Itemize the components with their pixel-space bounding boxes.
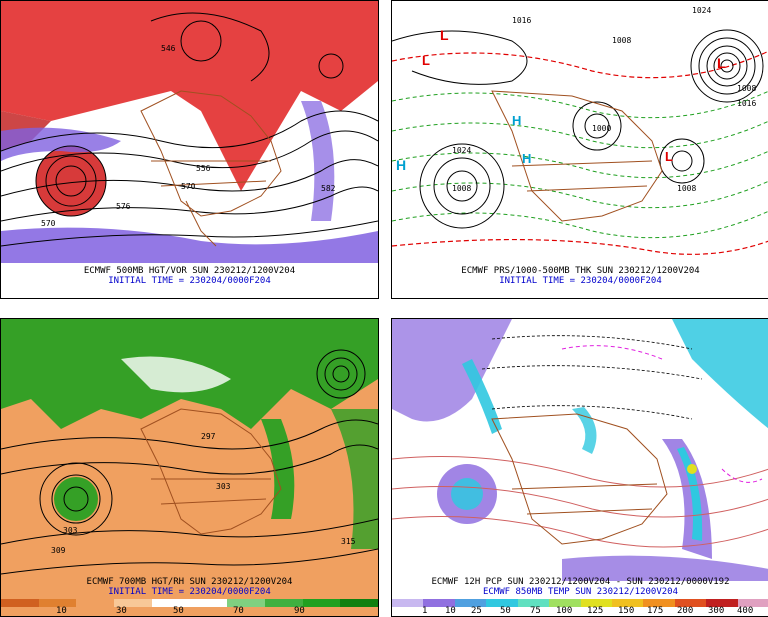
high-pressure-marker: H — [396, 157, 407, 173]
isobar-label: 1008 — [612, 36, 631, 45]
map-pressure: 1016 1008 1024 1008 1000 1008 1008 1016 … — [392, 1, 768, 298]
negative-vorticity-east — [301, 101, 335, 221]
low-pressure-marker: L — [422, 53, 430, 68]
isobar-label: 1016 — [737, 99, 756, 108]
colorbar-tick: 50 — [173, 606, 184, 616]
map-700mb: 303 309 303 297 315 — [1, 319, 378, 616]
vorticity-shading-north — [1, 1, 378, 191]
precip-gulf — [572, 407, 597, 454]
colorbar-tick: 200 — [677, 606, 694, 616]
high-pressure-marker: H — [522, 151, 532, 166]
colorbar-tick: 25 — [471, 606, 482, 616]
caption-title: ECMWF PRS/1000-500MB THK SUN 230212/1200… — [461, 266, 700, 276]
colorbar-tick: 400 — [737, 606, 754, 616]
contour-label: 303 — [63, 526, 78, 535]
low-pressure-marker: L — [665, 149, 673, 164]
precip-low-core — [451, 478, 483, 510]
contour-label: 315 — [341, 537, 356, 546]
colorbar-tick: 100 — [556, 606, 573, 616]
isobar-label: 1024 — [692, 6, 711, 15]
contour-label: 576 — [116, 202, 131, 211]
colorbar-tick: 150 — [618, 606, 635, 616]
caption-title: ECMWF 500MB HGT/VOR SUN 230212/1200V204 — [83, 266, 296, 276]
colorbar-tick: 10 — [56, 606, 67, 616]
precip-east-core — [677, 447, 703, 541]
isobar-label: 1024 — [452, 146, 471, 155]
contour-label: 582 — [321, 184, 336, 193]
contour-label: 309 — [51, 546, 66, 555]
caption-init-time: INITIAL TIME = 230204/0000F204 — [108, 587, 271, 597]
panel-precip-850-temp: ECMWF 12H PCP SUN 230212/1200V204 - SUN … — [391, 318, 768, 617]
dry-gap — [121, 356, 231, 393]
isobar-label: 1008 — [737, 84, 756, 93]
low-pressure-marker: L — [440, 27, 449, 43]
colorbar-tick: 175 — [647, 606, 664, 616]
precip-northeast — [672, 319, 768, 429]
precip-south — [562, 555, 768, 581]
negative-vorticity-band — [1, 127, 121, 161]
colorbar-tick: 90 — [294, 606, 305, 616]
panel-700mb-hgt-rh: 303 309 303 297 315 ECMWF 700MB HGT/RH S… — [0, 318, 379, 617]
caption-init-time: INITIAL TIME = 230204/0000F204 — [108, 276, 271, 286]
low-pressure-marker: L — [717, 55, 726, 71]
moist-low-center — [54, 477, 98, 521]
precip-light-northwest — [392, 319, 512, 422]
panel-500mb-hgt-vor: 546 570 576 582 570 556 ECMWF 500MB HGT/… — [0, 0, 379, 299]
contour-label: 297 — [201, 432, 216, 441]
contour-label: 556 — [196, 164, 211, 173]
contour-label: 570 — [181, 182, 196, 191]
colorbar-tick: 125 — [587, 606, 604, 616]
isobar-label: 1008 — [677, 184, 696, 193]
caption-subtitle: ECMWF 850MB TEMP SUN 230212/1200V204 — [482, 587, 679, 597]
isobar-label: 1008 — [452, 184, 471, 193]
colorbar-tick: 50 — [500, 606, 511, 616]
caption-init-time: INITIAL TIME = 230204/0000F204 — [499, 276, 662, 286]
caption-title: ECMWF 12H PCP SUN 230212/1200V204 - SUN … — [431, 577, 730, 587]
rh-colorbar — [1, 599, 378, 607]
colorbar-tick: 10 — [445, 606, 456, 616]
high-pressure-marker: H — [512, 113, 522, 128]
map-precip — [392, 319, 768, 616]
panel-pressure-thickness: 1016 1008 1024 1008 1000 1008 1008 1016 … — [391, 0, 768, 299]
precip-colorbar — [392, 599, 768, 607]
contour-label: 546 — [161, 44, 176, 53]
colorbar-tick: 300 — [708, 606, 725, 616]
contour-label: 570 — [41, 219, 56, 228]
colorbar-tick: 70 — [233, 606, 244, 616]
precip-moderate-west-coast — [462, 359, 502, 434]
moist-east-coast — [331, 409, 378, 549]
contour-label: 303 — [216, 482, 231, 491]
colorbar-tick: 30 — [116, 606, 127, 616]
precip-heavy-spot — [687, 464, 697, 474]
colorbar-tick: 75 — [530, 606, 541, 616]
map-500mb: 546 570 576 582 570 556 — [1, 1, 378, 298]
moist-east-band — [261, 419, 295, 519]
isobar-label: 1016 — [512, 16, 531, 25]
colorbar-tick: 1 — [422, 606, 428, 616]
caption-title: ECMWF 700MB HGT/RH SUN 230212/1200V204 — [86, 577, 293, 587]
isobar-label: 1000 — [592, 124, 611, 133]
